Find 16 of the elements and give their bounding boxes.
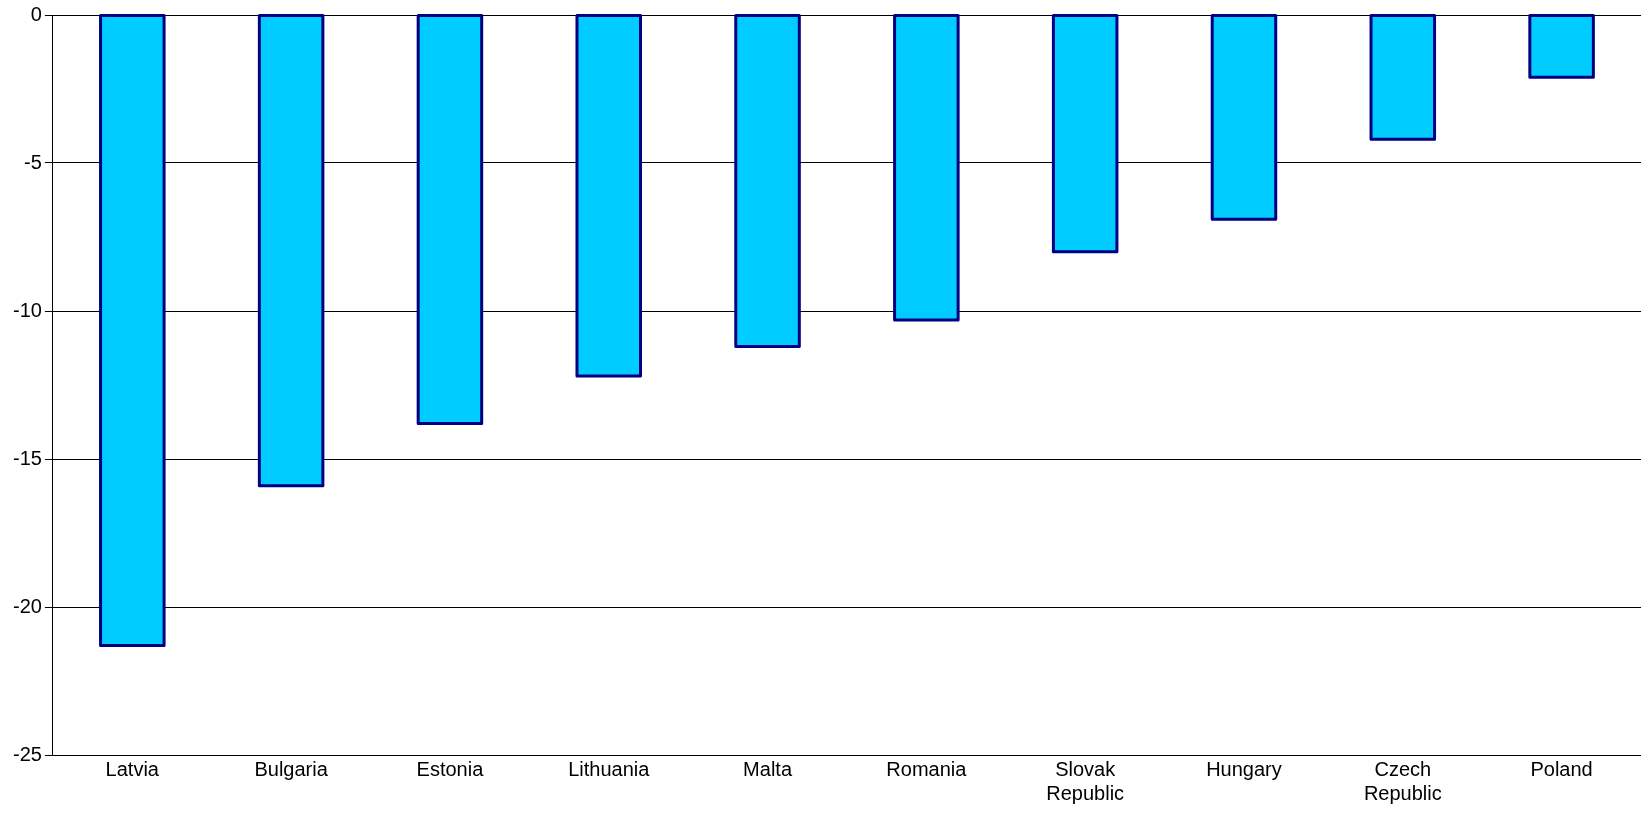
y-tick-label: -15 [13,446,42,469]
x-tick-label: Romania [886,757,968,780]
y-tick-label: -20 [13,594,42,617]
x-tick-label: Slovak Republic [1046,757,1125,804]
x-tick-label: Hungary [1206,757,1282,780]
y-tick-label: -5 [24,150,42,173]
y-tick-label: 0 [30,2,42,25]
x-tick-label: Bulgaria [254,757,329,780]
x-tick-label: Latvia [105,757,160,780]
x-tick-label: Czech Republic [1363,757,1442,804]
y-tick-label: -10 [13,298,42,321]
x-tick-label: Poland [1530,757,1593,780]
x-tick-label: Estonia [416,757,485,780]
y-tick-label: -25 [13,742,42,765]
x-tick-label: Lithuania [568,757,651,780]
x-tick-label: Malta [743,757,793,780]
